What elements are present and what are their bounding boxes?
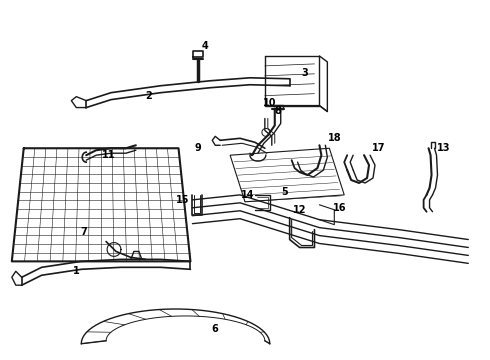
Text: 14: 14 xyxy=(241,190,255,200)
Text: 12: 12 xyxy=(293,205,306,215)
Text: 2: 2 xyxy=(146,91,152,101)
Text: 8: 8 xyxy=(274,105,281,116)
Text: 4: 4 xyxy=(202,41,209,51)
Text: 7: 7 xyxy=(80,226,87,237)
Text: 1: 1 xyxy=(73,266,80,276)
Text: 10: 10 xyxy=(263,98,276,108)
Text: 13: 13 xyxy=(437,143,450,153)
Text: 6: 6 xyxy=(212,324,219,334)
Text: 11: 11 xyxy=(102,150,116,160)
Text: 16: 16 xyxy=(333,203,346,213)
Text: 18: 18 xyxy=(327,133,341,143)
Text: 3: 3 xyxy=(301,68,308,78)
Text: 15: 15 xyxy=(176,195,189,205)
Text: 5: 5 xyxy=(281,187,288,197)
Text: 17: 17 xyxy=(372,143,386,153)
Text: 9: 9 xyxy=(195,143,202,153)
